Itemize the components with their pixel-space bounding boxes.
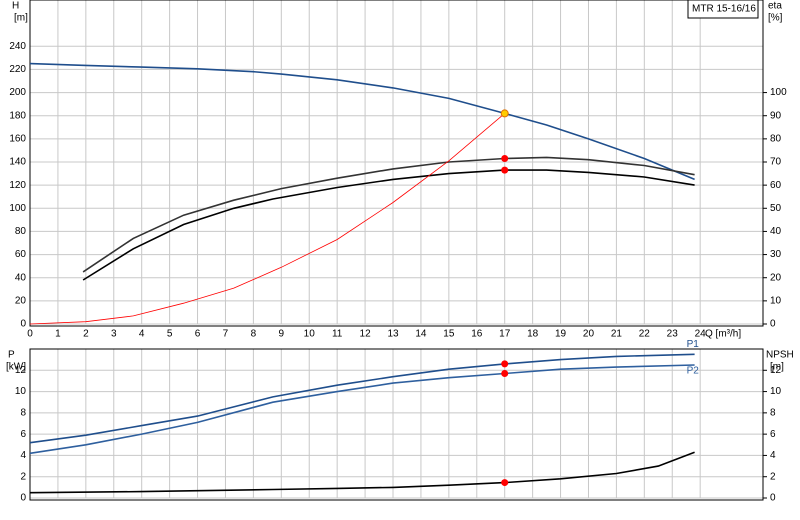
y2-tick-label: 60: [770, 180, 782, 191]
y2-tick-label: 8: [770, 407, 776, 418]
x-tick-label: 11: [332, 329, 343, 340]
y2-tick-label: 6: [770, 429, 776, 440]
x-tick-label: 24: [695, 329, 707, 340]
y-tick-label: 80: [15, 226, 27, 237]
y-tick-label: 140: [9, 157, 26, 168]
plot-frame: [29, 348, 764, 501]
y-tick-label: 2: [20, 471, 26, 482]
x-tick-label: 7: [223, 329, 229, 340]
plot-frame: [29, 0, 764, 327]
operating-point: [500, 109, 509, 118]
y-tick-label: 100: [9, 203, 26, 214]
x-tick-label: 22: [639, 329, 651, 340]
y-axis-unit: [kW]: [6, 362, 26, 373]
x-tick-label: 16: [471, 329, 483, 340]
y2-tick-label: 20: [770, 272, 782, 283]
y-tick-label: 240: [9, 41, 26, 52]
x-tick-label: 10: [304, 329, 316, 340]
x-tick-label: 18: [527, 329, 539, 340]
x-tick-label: 6: [195, 329, 201, 340]
curve: [29, 62, 695, 181]
operating-point: [501, 360, 509, 368]
curve: [29, 451, 695, 494]
x-tick-label: 23: [667, 329, 679, 340]
curve: [82, 169, 695, 281]
x-tick-label: 12: [360, 329, 372, 340]
x-tick-label: 9: [279, 329, 285, 340]
operating-point: [501, 166, 509, 174]
x-tick-label: 13: [387, 329, 399, 340]
y2-tick-label: 90: [770, 110, 782, 121]
y2-tick-label: 80: [770, 133, 782, 144]
y-tick-label: 20: [15, 295, 27, 306]
y2-tick-label: 0: [770, 319, 776, 330]
y-tick-label: 200: [9, 87, 26, 98]
y-tick-label: 160: [9, 133, 26, 144]
y2-axis-unit: [%]: [768, 13, 783, 24]
y2-tick-label: 50: [770, 203, 782, 214]
operating-point: [501, 155, 509, 163]
y2-tick-label: 30: [770, 249, 782, 260]
y2-axis-unit: [m]: [770, 362, 784, 373]
y2-axis-label: NPSH: [766, 350, 794, 361]
y-tick-label: 0: [20, 319, 26, 330]
x-tick-label: 21: [611, 329, 623, 340]
operating-point: [501, 369, 509, 377]
x-tick-label: 8: [251, 329, 257, 340]
y-tick-label: 4: [20, 450, 26, 461]
series-label: P1: [687, 339, 700, 350]
y-tick-label: 10: [15, 386, 27, 397]
y-axis-unit: [m]: [14, 13, 28, 24]
chart-title: MTR 15-16/16: [692, 4, 756, 15]
x-tick-label: 17: [499, 329, 511, 340]
y2-tick-label: 70: [770, 157, 782, 168]
y-tick-label: 180: [9, 110, 26, 121]
title-box: [687, 0, 759, 19]
x-tick-label: 15: [443, 329, 455, 340]
curve: [82, 156, 695, 273]
y-tick-label: 120: [9, 180, 26, 191]
y-tick-label: 8: [20, 407, 26, 418]
y2-tick-label: 2: [770, 471, 776, 482]
x-tick-label: 19: [555, 329, 567, 340]
y2-tick-label: 4: [770, 450, 776, 461]
x-tick-label: 4: [139, 329, 145, 340]
y2-tick-label: 12: [770, 365, 782, 376]
y2-tick-label: 40: [770, 226, 782, 237]
y-tick-label: 0: [20, 493, 26, 504]
y-tick-label: 60: [15, 249, 27, 260]
curve: [29, 364, 695, 455]
y-axis-label: P: [8, 350, 15, 361]
y-tick-label: 220: [9, 64, 26, 75]
y-tick-label: 6: [20, 429, 26, 440]
y2-tick-label: 100: [770, 87, 787, 98]
x-tick-label: 20: [583, 329, 595, 340]
y-tick-label: 40: [15, 272, 27, 283]
series-label: P2: [687, 366, 700, 377]
x-tick-label: 14: [415, 329, 427, 340]
x-tick-label: 5: [167, 329, 173, 340]
operating-point: [501, 479, 509, 487]
y2-tick-label: 10: [770, 295, 782, 306]
y2-axis-label: eta: [768, 1, 782, 12]
x-axis-label: Q [m³/h]: [705, 329, 741, 340]
x-tick-label: 1: [55, 329, 61, 340]
y-axis-label: H: [12, 1, 19, 12]
x-tick-label: 2: [83, 329, 89, 340]
curve: [29, 353, 695, 444]
x-tick-label: 0: [27, 329, 33, 340]
x-tick-label: 3: [111, 329, 117, 340]
y-tick-label: 12: [15, 365, 27, 376]
y2-tick-label: 10: [770, 386, 782, 397]
curve: [29, 113, 505, 325]
y2-tick-label: 0: [770, 493, 776, 504]
